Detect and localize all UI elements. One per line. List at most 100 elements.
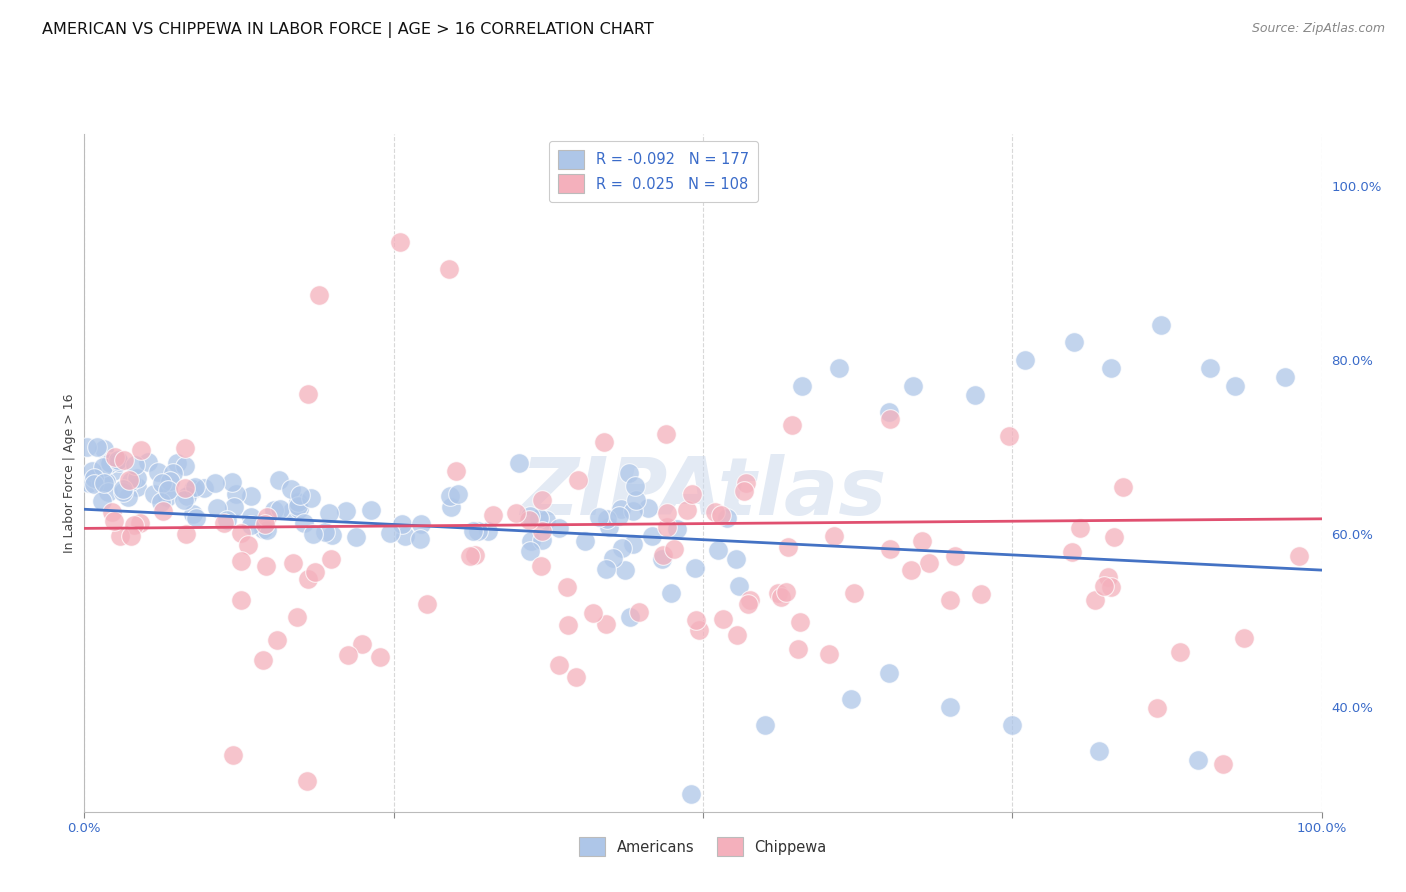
Point [352,637,374,651]
Point [641,529,664,543]
Point [360,503,382,517]
Point [120,474,142,488]
Point [103,514,125,528]
Point [998,428,1021,442]
Point [96,475,118,490]
Point [254,558,277,573]
Point [1099,580,1122,594]
Point [321,552,343,566]
Point [93,442,115,456]
Point [567,473,589,487]
Point [675,502,697,516]
Point [828,361,851,376]
Point [240,489,263,503]
Point [557,617,579,632]
Point [388,235,411,250]
Point [598,519,620,533]
Point [447,487,470,501]
Point [1063,335,1085,350]
Point [609,502,631,516]
Point [90,475,112,490]
Point [292,516,315,530]
Point [740,592,762,607]
Point [229,593,252,607]
Point [1099,361,1122,376]
Point [737,597,759,611]
Point [900,563,922,577]
Point [621,504,644,518]
Point [321,528,343,542]
Point [112,485,135,500]
Point [711,612,734,626]
Point [304,565,326,579]
Point [129,443,152,458]
Point [965,387,987,401]
Point [1187,753,1209,767]
Point [252,653,274,667]
Point [229,554,252,568]
Point [789,615,811,629]
Point [86,440,108,454]
Point [588,509,610,524]
Point [769,590,792,604]
Point [152,504,174,518]
Point [90,494,112,508]
Point [176,489,198,503]
Point [162,467,184,481]
Point [77,475,100,490]
Point [83,469,105,483]
Point [391,517,413,532]
Point [287,499,309,513]
Point [911,533,934,548]
Point [534,513,557,527]
Point [256,510,278,524]
Point [263,502,285,516]
Point [240,510,263,524]
Point [1170,645,1192,659]
Point [655,506,678,520]
Point [768,586,790,600]
Point [411,516,433,531]
Point [1150,318,1173,332]
Point [266,633,288,648]
Point [378,526,401,541]
Point [184,480,207,494]
Point [679,788,702,802]
Point [267,473,290,487]
Point [685,613,707,627]
Text: ZIPAtlas: ZIPAtlas [520,454,886,533]
Point [287,495,309,509]
Point [725,552,748,566]
Point [440,500,463,514]
Point [1097,570,1119,584]
Point [520,533,543,548]
Point [481,508,503,522]
Point [280,482,302,496]
Point [90,476,112,491]
Point [297,572,319,586]
Point [1112,479,1135,493]
Point [318,506,340,520]
Text: AMERICAN VS CHIPPEWA IN LABOR FORCE | AGE > 16 CORRELATION CHART: AMERICAN VS CHIPPEWA IN LABOR FORCE | AG… [42,22,654,38]
Point [93,476,115,491]
Point [602,550,624,565]
Point [817,647,839,661]
Point [215,513,238,527]
Point [607,508,630,523]
Point [655,426,678,441]
Point [463,524,485,539]
Point [617,466,640,480]
Point [1001,718,1024,732]
Point [1092,579,1115,593]
Point [460,549,482,563]
Point [1288,549,1310,563]
Point [614,563,637,577]
Point [754,718,776,732]
Point [619,610,641,624]
Point [240,518,263,533]
Point [688,623,710,637]
Point [252,522,274,536]
Point [823,529,845,543]
Point [1223,379,1246,393]
Point [394,529,416,543]
